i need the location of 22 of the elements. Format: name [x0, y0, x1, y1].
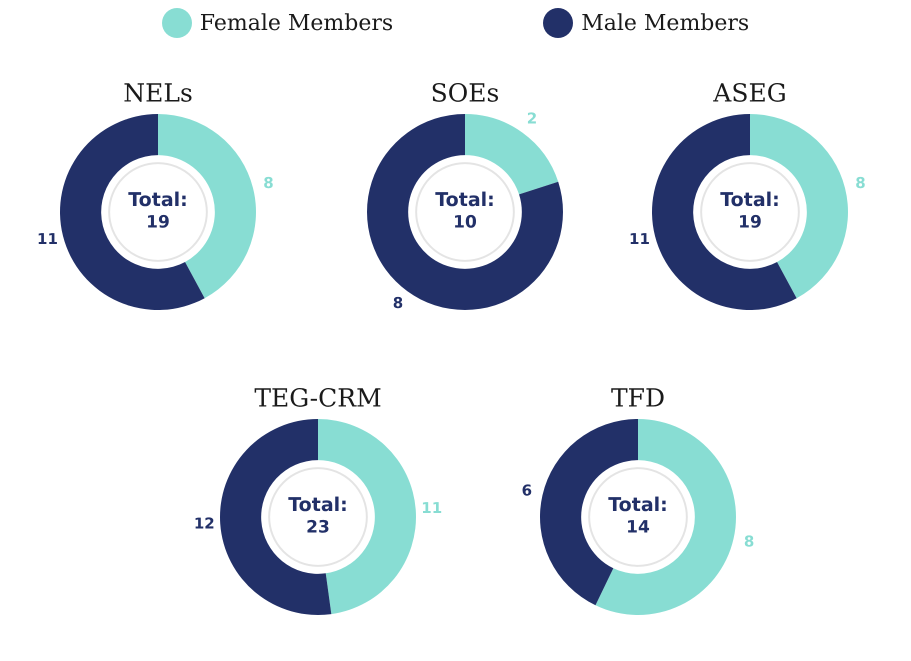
data-label: 8: [392, 294, 404, 312]
data-label: 12: [194, 514, 215, 533]
legend-label: Male Members: [581, 10, 750, 36]
text: Total: 19: [720, 188, 780, 232]
data-label: 11: [421, 499, 442, 518]
data-label: 8: [263, 174, 274, 192]
data-label: 11: [629, 230, 650, 248]
data-label: 2: [526, 110, 538, 128]
data-label: 8: [744, 532, 754, 550]
data-label: 8: [855, 174, 866, 192]
text: Total: 14: [608, 494, 668, 538]
text: Total: 19: [128, 188, 188, 232]
chart-title: TEG-CRM: [254, 384, 382, 412]
data-label: 6: [522, 482, 532, 500]
text: Total: 23: [288, 494, 348, 538]
data-label: 11: [37, 230, 58, 248]
legend-label: Female Members: [200, 10, 394, 36]
text: Total: 10: [435, 188, 495, 232]
chart-title: TFD: [610, 384, 666, 412]
text: NELs: [123, 78, 193, 108]
chart-title: ASEG: [712, 78, 787, 108]
chart-title: SOEs: [430, 78, 500, 108]
